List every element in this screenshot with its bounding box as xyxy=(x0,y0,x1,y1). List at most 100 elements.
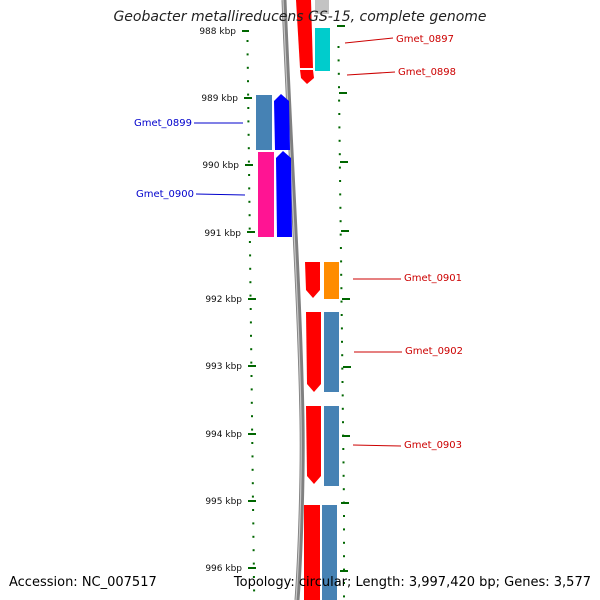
minor-tick xyxy=(247,120,250,123)
minor-tick xyxy=(340,260,343,263)
gene-arrow[interactable] xyxy=(306,406,321,484)
minor-tick xyxy=(342,461,345,464)
minor-tick xyxy=(251,482,254,485)
minor-tick xyxy=(342,488,345,491)
minor-tick xyxy=(341,407,344,410)
minor-tick xyxy=(248,227,251,230)
gene-label-right[interactable]: Gmet_0902 xyxy=(405,346,463,357)
minor-tick xyxy=(340,314,343,316)
minor-tick xyxy=(338,153,341,156)
minor-tick xyxy=(341,340,343,343)
minor-tick xyxy=(339,193,342,196)
gene-label-left[interactable]: Gmet_0899 xyxy=(134,118,192,129)
minor-tick xyxy=(337,72,340,75)
minor-tick xyxy=(251,455,254,458)
minor-tick xyxy=(341,381,344,383)
minor-tick xyxy=(337,46,340,48)
gene-arrow[interactable] xyxy=(305,262,320,298)
inner-tick-track xyxy=(246,40,256,592)
minor-tick xyxy=(252,535,255,538)
minor-tick xyxy=(249,321,252,324)
minor-tick xyxy=(343,528,345,531)
outer-major-ticks xyxy=(337,25,351,572)
minor-tick xyxy=(338,99,341,102)
minor-tick xyxy=(246,66,249,69)
minor-tick xyxy=(343,515,345,517)
minor-tick xyxy=(249,267,252,270)
gene-arrow[interactable] xyxy=(315,28,330,71)
minor-tick xyxy=(252,522,255,525)
minor-tick xyxy=(343,582,345,584)
gene-arrow[interactable] xyxy=(276,151,292,237)
gene-arrow[interactable] xyxy=(304,505,320,600)
gene-label-right[interactable]: Gmet_0903 xyxy=(404,440,462,451)
minor-tick xyxy=(338,126,341,129)
minor-tick xyxy=(343,555,345,558)
minor-tick xyxy=(253,589,256,592)
minor-tick xyxy=(340,273,343,276)
minor-tick xyxy=(340,327,343,330)
minor-tick xyxy=(250,334,252,337)
label-leaders xyxy=(194,37,402,447)
gene-arrow[interactable] xyxy=(296,0,313,68)
gene-labels: Gmet_0899 Gmet_0900 Gmet_0897 Gmet_0898 … xyxy=(134,34,463,451)
kbp-label: 991 kbp xyxy=(204,229,241,239)
minor-tick xyxy=(250,401,253,404)
minor-tick xyxy=(248,241,251,243)
kbp-label: 993 kbp xyxy=(205,362,242,372)
gene-features xyxy=(256,0,339,600)
minor-tick xyxy=(343,595,345,598)
minor-tick xyxy=(252,562,255,565)
gene-label-right[interactable]: Gmet_0898 xyxy=(398,67,456,78)
gene-label-right[interactable]: Gmet_0897 xyxy=(396,34,454,45)
minor-tick xyxy=(251,468,254,471)
kbp-label: 995 kbp xyxy=(205,497,242,507)
minor-tick xyxy=(248,200,251,203)
kbp-label: 994 kbp xyxy=(205,430,242,440)
kbp-axis: 988 kbp 989 kbp 990 kbp 991 kbp 992 kbp … xyxy=(199,27,256,574)
minor-tick xyxy=(338,166,341,169)
minor-tick xyxy=(247,107,250,109)
genome-summary: Topology: circular; Length: 3,997,420 bp… xyxy=(233,575,591,590)
minor-tick xyxy=(249,308,252,310)
kbp-label: 992 kbp xyxy=(205,295,242,305)
minor-tick xyxy=(342,474,345,477)
minor-tick xyxy=(246,40,249,42)
gene-arrow[interactable] xyxy=(300,70,314,84)
outer-tick-track xyxy=(337,46,345,598)
kbp-label: 989 kbp xyxy=(201,94,238,104)
accession-text: Accession: NC_007517 xyxy=(9,575,157,590)
gene-arrow[interactable] xyxy=(324,312,339,392)
minor-tick xyxy=(247,93,250,96)
minor-tick xyxy=(247,160,250,163)
minor-tick xyxy=(248,214,251,217)
gene-label-left[interactable]: Gmet_0900 xyxy=(136,189,194,200)
minor-tick xyxy=(251,428,254,431)
kbp-label: 990 kbp xyxy=(202,161,239,171)
minor-tick xyxy=(341,394,344,397)
gene-arrow[interactable] xyxy=(324,262,339,299)
gene-arrow[interactable] xyxy=(256,95,272,150)
minor-tick xyxy=(340,287,343,290)
minor-tick xyxy=(249,281,252,284)
gene-arrow[interactable] xyxy=(274,94,290,150)
minor-tick xyxy=(251,415,253,418)
gene-label-right[interactable]: Gmet_0901 xyxy=(404,273,462,284)
minor-tick xyxy=(343,541,345,544)
minor-tick xyxy=(246,53,249,56)
gene-arrow[interactable] xyxy=(324,406,339,486)
minor-tick xyxy=(252,576,255,578)
minor-tick xyxy=(341,367,344,370)
gene-arrow[interactable] xyxy=(322,505,337,600)
minor-tick xyxy=(247,147,250,150)
gene-arrow[interactable] xyxy=(258,152,274,237)
minor-tick xyxy=(249,294,252,297)
minor-tick xyxy=(251,442,254,444)
minor-tick xyxy=(252,509,255,511)
minor-tick xyxy=(339,220,342,223)
minor-tick xyxy=(339,180,342,182)
gene-arrow[interactable] xyxy=(306,312,321,392)
minor-tick xyxy=(251,495,254,498)
minor-tick xyxy=(252,549,255,552)
minor-tick xyxy=(339,206,342,209)
